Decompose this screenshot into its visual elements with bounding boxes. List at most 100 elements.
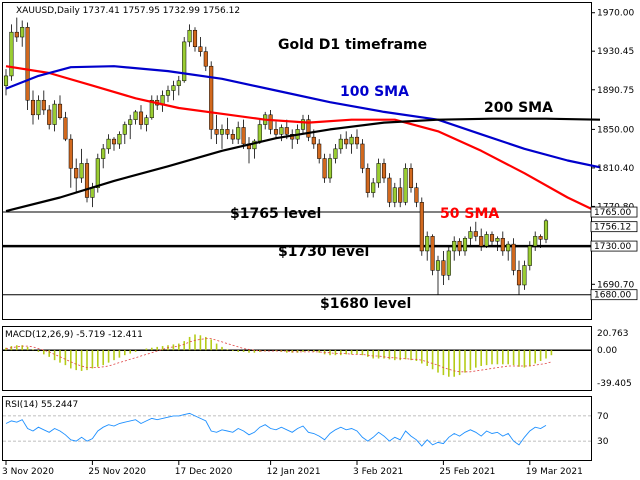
sma-50-label: 50 SMA [440, 206, 499, 222]
candle-body [128, 119, 133, 125]
macd-panel [2, 326, 592, 391]
macd-label: MACD(12,26,9) -5.719 -12.411 [5, 330, 143, 340]
price-panel [2, 2, 592, 320]
candle-body [203, 51, 208, 67]
candle-body [122, 124, 127, 135]
level-axis-tag: 1730.00 [594, 242, 631, 252]
candle-body [84, 163, 90, 198]
candle-body [473, 231, 478, 237]
macd-tick-label: 0.00 [597, 346, 617, 356]
candle-body [403, 168, 408, 203]
candle-body [522, 265, 527, 286]
candle-body [479, 236, 484, 247]
candle-body [516, 270, 522, 286]
rsi-tick-label: 70 [597, 412, 609, 422]
candle-body [398, 187, 403, 203]
candle-body [273, 129, 279, 135]
candle-body [489, 234, 495, 242]
candle-body [376, 163, 381, 184]
candle-body [133, 111, 138, 120]
candle-body [214, 129, 219, 135]
candle-body [500, 238, 505, 252]
rsi-layer [3, 412, 591, 447]
candle-body [430, 236, 435, 271]
last-price-tag: 1756.12 [594, 223, 631, 233]
candle-body [230, 134, 235, 140]
price-tick-label: 1890.75 [597, 86, 634, 96]
candle-body [171, 85, 176, 91]
sma-100-label: 100 SMA [340, 84, 409, 100]
candle-body [425, 236, 430, 252]
candle-body [284, 127, 289, 135]
candle-body [543, 220, 549, 240]
candle-body [527, 245, 532, 266]
candle-body [322, 158, 327, 179]
level-1680-label: $1680 level [320, 296, 411, 312]
candle-body [236, 127, 241, 140]
date-tick-label: 25 Feb 2021 [439, 467, 495, 477]
candle-body [106, 138, 111, 150]
price-tick-label: 1810.40 [597, 164, 634, 174]
candle-body [47, 109, 52, 125]
rsi-tick-label: 30 [597, 437, 609, 447]
price-layer [3, 17, 601, 296]
candle-body [506, 243, 511, 252]
level-1730-label: $1730 level [278, 244, 369, 260]
candle-body [25, 27, 30, 101]
candle-body [338, 138, 343, 150]
candle-body [41, 99, 46, 111]
candle-body [176, 80, 181, 86]
level-axis-tag: 1680.00 [594, 291, 631, 301]
candle-body [344, 138, 349, 145]
price-tick-label: 1850.00 [597, 125, 634, 135]
candle-body [187, 29, 192, 43]
candle-body [209, 65, 214, 130]
macd-tick-label: -39.405 [597, 379, 632, 389]
chart-title: Gold D1 timeframe [278, 37, 427, 53]
candle-body [68, 138, 73, 169]
candle-body [435, 260, 441, 271]
sma-line [5, 65, 601, 214]
candle-body [419, 202, 424, 252]
candle-body [79, 163, 84, 179]
date-tick-label: 19 Mar 2021 [526, 467, 583, 477]
candle-body [95, 158, 100, 188]
rsi-label: RSI(14) 55.2447 [5, 400, 78, 410]
candle-body [149, 99, 154, 118]
candle-body [354, 136, 360, 145]
rsi-line [5, 412, 547, 447]
candle-body [268, 114, 273, 130]
candle-body [57, 103, 63, 118]
candle-body [257, 124, 262, 142]
candle-body [14, 31, 19, 38]
candle-body [484, 234, 489, 247]
macd-tick-label: 20.763 [597, 329, 629, 339]
candle-body [9, 31, 14, 77]
price-tick-label: 1930.45 [597, 47, 634, 57]
candle-body [538, 236, 543, 240]
candle-body [533, 236, 538, 247]
candle-body [371, 182, 376, 193]
candle-body [30, 99, 36, 116]
candle-body [327, 158, 333, 179]
macd-layer [3, 334, 591, 377]
sma-200-label: 200 SMA [484, 100, 553, 116]
candle-body [241, 127, 246, 145]
candle-body [306, 119, 311, 138]
last-price-tag-box [590, 221, 638, 233]
candle-body [36, 99, 41, 116]
candle-body [317, 143, 322, 159]
candle-body [511, 243, 516, 271]
candle-body [392, 187, 397, 203]
candle-body [446, 250, 451, 276]
candle-body [414, 187, 419, 203]
candle-body [20, 27, 25, 38]
candle-body [252, 140, 257, 150]
level-axis-tag-box [590, 240, 638, 252]
candle-body [198, 46, 203, 52]
candle-body [182, 41, 187, 82]
candle-body [63, 117, 68, 140]
candle-body [360, 143, 365, 169]
candle-body [333, 148, 338, 159]
date-tick-label: 3 Nov 2020 [2, 467, 54, 477]
